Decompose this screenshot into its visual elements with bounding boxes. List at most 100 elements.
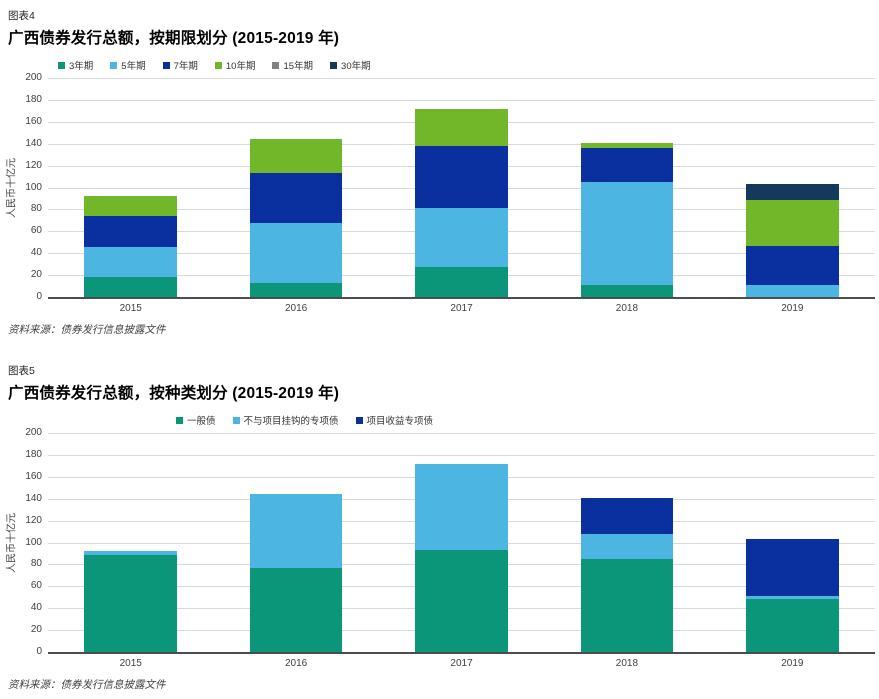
gridline bbox=[48, 78, 875, 79]
bar-segment-10年期-2015 bbox=[84, 196, 178, 216]
legend-label: 7年期 bbox=[173, 61, 198, 72]
chart-body: 一般债 不与项目挂钩的专项债 项目收益专项债 人民币十亿元 0 20 40 60 80 100… bbox=[7, 413, 875, 669]
x-axis-tick-2015: 2015 bbox=[119, 303, 142, 314]
legend-item: 5年期 bbox=[110, 58, 146, 72]
bar-group-2018 bbox=[544, 78, 709, 297]
x-axis-tick-2019: 2019 bbox=[781, 303, 804, 314]
x-axis-tick-2015: 2015 bbox=[119, 658, 142, 669]
x-axis-labels: 2015 2016 2017 2018 2019 bbox=[48, 658, 875, 669]
y-axis-tick: 40 bbox=[30, 247, 42, 259]
legend-label: 一般债 bbox=[187, 416, 216, 427]
bar-group-2016 bbox=[213, 78, 378, 297]
bar-segment-一般债-2017 bbox=[415, 550, 508, 652]
y-axis-tick: 120 bbox=[25, 159, 42, 171]
bar-segment-10年期-2017 bbox=[415, 108, 508, 146]
bar-segment-一般债-2016 bbox=[249, 567, 343, 652]
bar-group-2019 bbox=[710, 78, 875, 297]
x-axis-tick-2018: 2018 bbox=[615, 658, 639, 669]
chart-plot-area: 人民币十亿元 0 20 40 60 80 100 120 140 160 180 200 bbox=[7, 73, 875, 302]
bar-segment-5年期-2019 bbox=[746, 284, 839, 297]
bar-segment-不与项目挂钩的专项债-2017 bbox=[415, 463, 508, 551]
chart-body: 3年期 5年期 7年期 10年期 15年期 30年期 人民币十亿元 0 20 40 60 80 10… bbox=[7, 58, 875, 314]
bar-segment-不与项目挂钩的专项债-2016 bbox=[249, 494, 343, 568]
chart-section-maturity: 图表4 广西债券发行总额，按期限划分 (2015-2019 年) 3年期 5年期 7… bbox=[7, 8, 875, 337]
y-axis-tick: 20 bbox=[30, 269, 42, 281]
bars-layer bbox=[48, 433, 875, 652]
stacked-bar-2017 bbox=[415, 433, 508, 652]
legend-item: 不与项目挂钩的专项债 bbox=[232, 413, 339, 427]
gridline bbox=[48, 454, 875, 456]
bar-segment-不与项目挂钩的专项债-2019 bbox=[746, 596, 839, 600]
bar-segment-不与项目挂钩的专项债-2015 bbox=[84, 551, 178, 555]
stacked-bar-2018 bbox=[580, 78, 674, 297]
legend-label: 10年期 bbox=[225, 61, 256, 72]
y-axis-tick: 200 bbox=[25, 72, 42, 83]
bar-segment-一般债-2019 bbox=[746, 599, 839, 652]
stacked-bar-2015 bbox=[84, 78, 178, 297]
legend-swatch-icon bbox=[214, 61, 222, 69]
legend-item: 15年期 bbox=[272, 58, 313, 72]
bar-group-2017 bbox=[379, 433, 544, 652]
chart-legend: 3年期 5年期 7年期 10年期 15年期 30年期 bbox=[48, 58, 875, 72]
x-axis-tick-2017: 2017 bbox=[450, 303, 473, 314]
legend-label: 15年期 bbox=[283, 61, 314, 72]
gridline bbox=[48, 99, 875, 101]
bars-layer bbox=[48, 78, 875, 297]
legend-label: 项目收益专项债 bbox=[366, 416, 434, 427]
stacked-bar-2015 bbox=[84, 433, 178, 652]
bar-segment-项目收益专项债-2019 bbox=[746, 539, 839, 597]
source-note: 资料来源：债券发行信息披露文件 bbox=[8, 324, 166, 336]
stacked-bar-2018 bbox=[580, 433, 674, 652]
chart-legend: 一般债 不与项目挂钩的专项债 项目收益专项债 bbox=[48, 413, 875, 427]
stacked-bar-2017 bbox=[415, 78, 508, 297]
bar-segment-3年期-2018 bbox=[580, 284, 674, 297]
source-note: 资料来源：债券发行信息披露文件 bbox=[8, 679, 166, 691]
bar-group-2016 bbox=[213, 433, 378, 652]
bar-segment-3年期-2017 bbox=[415, 267, 508, 297]
y-axis-tick: 0 bbox=[36, 646, 42, 657]
legend-swatch-icon bbox=[58, 61, 65, 69]
bar-segment-不与项目挂钩的专项债-2018 bbox=[580, 533, 674, 559]
bar-segment-7年期-2015 bbox=[84, 215, 178, 247]
bar-segment-7年期-2019 bbox=[746, 245, 839, 285]
y-axis-tick: 180 bbox=[25, 448, 42, 460]
y-axis-tick: 180 bbox=[25, 93, 42, 105]
y-axis-tick: 100 bbox=[25, 181, 42, 193]
legend-swatch-icon bbox=[232, 416, 240, 424]
y-axis-tick: 200 bbox=[25, 427, 42, 438]
bar-segment-5年期-2017 bbox=[415, 208, 508, 268]
chart-plot-area: 人民币十亿元 0 20 40 60 80 100 120 140 160 180 200 bbox=[7, 428, 875, 657]
bar-segment-5年期-2018 bbox=[580, 182, 674, 285]
x-axis-tick-2017: 2017 bbox=[450, 658, 473, 669]
x-axis-tick-2016: 2016 bbox=[284, 658, 308, 669]
x-axis-tick-2016: 2016 bbox=[284, 303, 308, 314]
x-axis-labels: 2015 2016 2017 2018 2019 bbox=[48, 303, 875, 314]
bar-segment-7年期-2016 bbox=[249, 173, 343, 223]
chart-title: 广西债券发行总额，按种类划分 (2015-2019 年) bbox=[8, 385, 340, 402]
bar-group-2017 bbox=[379, 78, 544, 297]
bar-segment-3年期-2016 bbox=[249, 282, 343, 297]
bar-segment-7年期-2017 bbox=[415, 145, 508, 209]
legend-swatch-icon bbox=[162, 61, 170, 69]
bar-segment-5年期-2015 bbox=[84, 246, 178, 278]
stacked-bar-2016 bbox=[249, 78, 343, 297]
y-axis-tick: 80 bbox=[30, 203, 42, 215]
legend-label: 30年期 bbox=[341, 61, 371, 72]
legend-label: 不与项目挂钩的专项债 bbox=[243, 416, 339, 427]
y-axis-tick: 60 bbox=[30, 225, 42, 237]
gridline bbox=[48, 433, 875, 434]
legend-item: 10年期 bbox=[214, 58, 256, 72]
bar-segment-10年期-2016 bbox=[249, 139, 343, 174]
bar-segment-一般债-2015 bbox=[84, 554, 178, 652]
legend-swatch-icon bbox=[110, 61, 118, 69]
y-axis-tick: 0 bbox=[36, 291, 42, 302]
bar-segment-一般债-2018 bbox=[580, 558, 674, 652]
legend-item: 3年期 bbox=[58, 58, 93, 72]
y-axis-tick: 160 bbox=[25, 115, 42, 127]
figure-label: 图表5 bbox=[8, 365, 35, 377]
y-axis-tick: 140 bbox=[25, 492, 42, 504]
bar-segment-3年期-2015 bbox=[84, 277, 178, 297]
bar-segment-10年期-2018 bbox=[580, 142, 674, 149]
bar-group-2015 bbox=[48, 433, 213, 652]
legend-item: 7年期 bbox=[162, 58, 198, 72]
